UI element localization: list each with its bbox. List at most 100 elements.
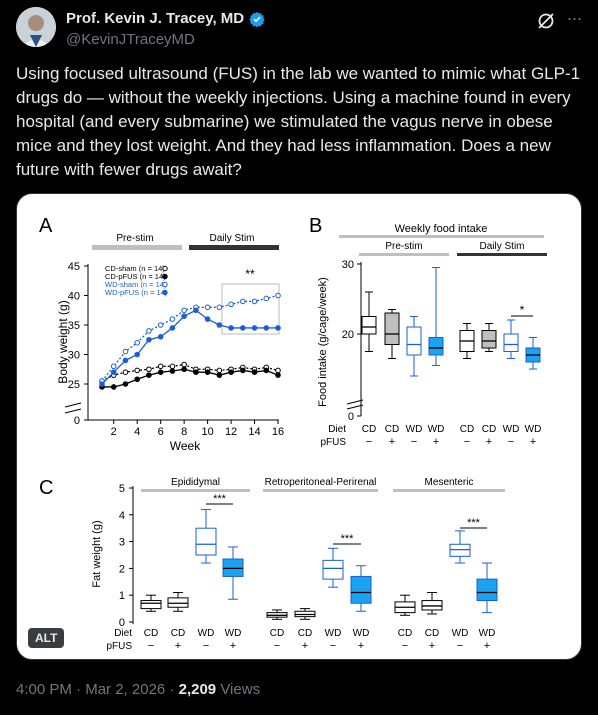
data-point-a	[228, 369, 234, 375]
category-label-c: WD	[353, 628, 370, 639]
y-tick-label-a: 35	[68, 320, 80, 332]
data-point-a	[275, 325, 281, 331]
pfus-label-c: −	[274, 640, 280, 652]
data-point-a	[146, 336, 152, 343]
significance-label-c: ***	[467, 517, 481, 529]
row-label-diet-c: Diet	[114, 628, 132, 639]
author-name-row: Prof. Kevin J. Tracey, MD	[66, 10, 265, 27]
title-bar-b	[339, 235, 544, 238]
category-label-c: WD	[198, 628, 215, 639]
y-tick-label-a: 25	[68, 379, 80, 391]
data-point-a	[157, 369, 164, 375]
avatar-photo-icon	[16, 7, 56, 47]
y-tick-label-c: 5	[119, 483, 125, 495]
data-point-a	[193, 369, 199, 375]
data-point-a	[134, 376, 140, 383]
series-line-a	[101, 363, 279, 382]
pfus-label-b: +	[433, 436, 439, 448]
meta-separator: ·	[169, 681, 175, 698]
data-point-a	[146, 372, 152, 378]
category-label-c: WD	[325, 628, 342, 639]
data-point-a	[134, 367, 140, 374]
axis-break-a	[64, 408, 82, 414]
data-point-a	[263, 295, 270, 302]
data-point-a	[263, 325, 270, 331]
data-point-a	[122, 348, 129, 355]
pfus-label-c: +	[429, 640, 435, 652]
x-tick-label-a: 6	[158, 426, 164, 438]
row-label-diet-b: Diet	[328, 424, 346, 435]
pfus-label-c: −	[330, 640, 336, 652]
category-label-c: CD	[425, 628, 439, 639]
data-point-a	[263, 367, 270, 374]
data-point-a	[157, 334, 164, 340]
group-bar-c	[141, 489, 250, 492]
pfus-label-c: +	[484, 640, 490, 652]
more-icon[interactable]: ···	[566, 8, 583, 28]
prestim-bar-b	[359, 253, 449, 256]
data-point-a	[134, 351, 140, 358]
category-label-b: CD	[385, 424, 399, 435]
group-bar-c	[263, 489, 378, 492]
y-tick-label-a: 0	[74, 415, 80, 427]
pfus-label-c: −	[148, 640, 154, 652]
box-c	[222, 558, 244, 577]
data-point-a	[204, 316, 211, 322]
series-line-a	[101, 294, 279, 382]
grok-icon[interactable]	[535, 10, 557, 32]
phase-label-dailystim-b: Daily Stim	[479, 241, 524, 252]
tweet-meta: 4:00 PM · Mar 2, 2026 · 2,209 Views	[16, 681, 260, 698]
data-point-a	[110, 384, 117, 390]
pfus-label-b: +	[530, 436, 536, 448]
x-tick-label-a: 8	[181, 426, 187, 438]
data-point-a	[193, 307, 199, 314]
views-label: Views	[220, 681, 261, 698]
avatar[interactable]	[16, 7, 56, 47]
tweet-time[interactable]: 4:00 PM	[16, 681, 72, 698]
meta-separator: ·	[76, 681, 82, 698]
x-axis-title-a: Week	[170, 439, 201, 453]
x-tick-label-a: 4	[134, 426, 140, 438]
group-label-c: Epididymal	[171, 477, 220, 488]
data-point-a	[157, 322, 164, 328]
panel-label-c: C	[39, 477, 53, 499]
data-point-a	[169, 325, 176, 331]
axis-break-b	[346, 404, 364, 410]
author-handle[interactable]: @KevinJTraceyMD	[66, 31, 195, 48]
pfus-label-b: −	[411, 436, 417, 448]
box-c	[322, 559, 344, 580]
legend-label-a: WD-sham (n = 14)	[105, 280, 167, 289]
y-axis-title-b: Food intake (g/cage/week)	[317, 277, 329, 407]
pfus-label-c: +	[358, 640, 364, 652]
y-tick-label-a: 45	[68, 261, 80, 273]
data-point-a	[181, 366, 187, 373]
pfus-label-c: −	[457, 640, 463, 652]
author-name[interactable]: Prof. Kevin J. Tracey, MD	[66, 10, 245, 27]
x-tick-label-a: 14	[248, 426, 260, 438]
data-point-a	[275, 372, 281, 378]
tweet-date[interactable]: Mar 2, 2026	[85, 681, 166, 698]
box-c	[449, 543, 471, 557]
group-bar-c	[393, 489, 505, 492]
category-label-c: WD	[452, 628, 469, 639]
y-tick-label-c: 3	[119, 537, 125, 549]
dailystim-bar	[189, 245, 279, 250]
dailystim-bar-b	[457, 253, 547, 256]
data-point-a	[275, 292, 281, 299]
significance-label-c: ***	[213, 493, 227, 505]
row-label-pfus-b: pFUS	[320, 437, 346, 448]
box-c	[476, 578, 498, 602]
category-label-c: WD	[225, 628, 242, 639]
legend-marker-a	[162, 273, 168, 280]
series-line-a	[101, 309, 278, 385]
pfus-label-b: −	[508, 436, 514, 448]
data-point-a	[169, 368, 176, 374]
tweet-media-figure[interactable]: A Pre-stim Daily Stim 25 30 35 40 45 0 2 4 6 8 10 12 14…	[16, 193, 582, 660]
significance-label-a: **	[245, 267, 255, 281]
category-label-c: CD	[171, 628, 185, 639]
data-point-a	[122, 369, 129, 375]
category-label-c: WD	[479, 628, 496, 639]
alt-badge[interactable]: ALT	[28, 628, 65, 648]
significance-box-a	[221, 283, 280, 335]
category-label-b: WD	[525, 424, 542, 435]
